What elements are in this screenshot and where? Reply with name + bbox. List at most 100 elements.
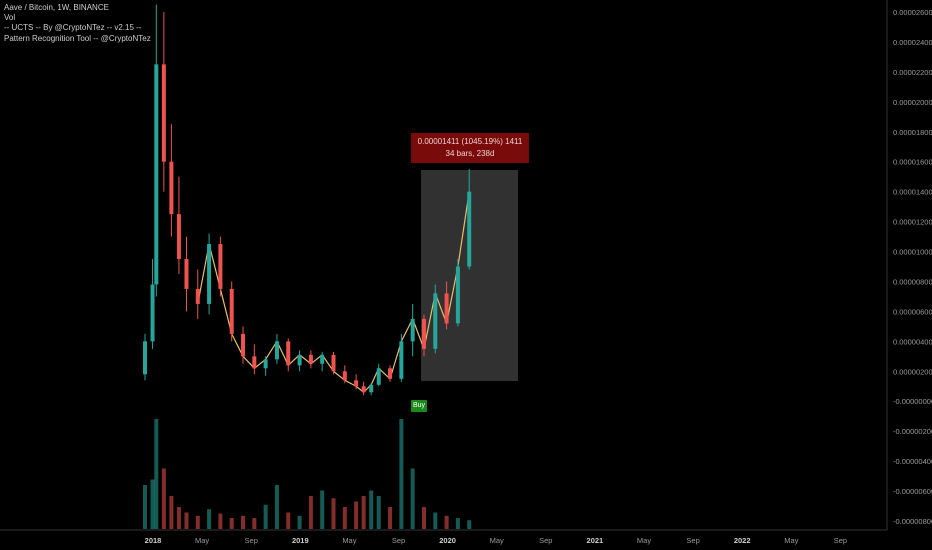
price-tick-label: 0.00000400 — [893, 337, 932, 346]
time-tick-label: 2021 — [587, 536, 604, 545]
price-tick-label: 0.00001200 — [893, 218, 932, 227]
ucts-indicator-label[interactable]: -- UCTS -- By @CryptoNTez -- v2.15 -- — [4, 23, 142, 33]
volume-bar — [320, 490, 325, 529]
price-tick-label: 0.00001000 — [893, 248, 932, 257]
volume-bar — [207, 509, 212, 529]
time-tick-label: 2020 — [439, 536, 456, 545]
price-tick-label: 0.00002200 — [893, 68, 932, 77]
time-tick-label: 2022 — [734, 536, 751, 545]
candle-body — [150, 284, 155, 342]
volume-indicator-label[interactable]: Vol — [4, 13, 16, 23]
volume-bar — [229, 518, 234, 529]
volume-bar — [421, 507, 426, 529]
candle-body — [297, 354, 302, 366]
candle-body — [229, 288, 234, 334]
volume-bar — [354, 501, 359, 529]
candle-body — [388, 368, 393, 379]
candle-body — [331, 354, 336, 372]
volume-bar — [444, 515, 449, 529]
volume-bar — [455, 518, 460, 529]
candle-body — [176, 214, 181, 260]
volume-bar — [274, 485, 279, 529]
volume-bar — [195, 515, 200, 529]
volume-bar — [150, 479, 155, 529]
time-tick-label: May — [342, 536, 356, 545]
volume-bar — [308, 496, 313, 529]
price-tick-label: 0.00001400 — [893, 188, 932, 197]
volume-bar — [176, 507, 181, 529]
candle-body — [444, 293, 449, 324]
price-tick-label: 0.00000200 — [893, 367, 932, 376]
candle-body — [274, 341, 279, 360]
volume-bar — [399, 419, 404, 529]
volume-bar — [252, 518, 257, 529]
price-tick-label: 0.00002600 — [893, 8, 932, 17]
price-tick-label: 0.00000600 — [893, 307, 932, 316]
candle-body — [376, 368, 381, 385]
candle-body — [207, 244, 212, 304]
candle-body — [184, 259, 189, 289]
candle-body — [467, 191, 472, 267]
volume-bar — [467, 520, 472, 529]
candle-body — [433, 293, 438, 349]
volume-bar — [154, 419, 159, 529]
candle-body — [455, 266, 460, 324]
time-axis[interactable]: 2018 May Sep 2019 May Sep 2020 May Sep 2021 May Sep… — [145, 536, 847, 545]
candle-body — [154, 64, 159, 285]
volume-bar — [286, 512, 291, 529]
time-tick-label: Sep — [392, 536, 405, 545]
price-tick-label: 0.00002400 — [893, 38, 932, 47]
buy-signal-badge: Buy — [411, 400, 427, 412]
price-axis[interactable]: 0.00002600 0.00002400 0.00002200 0.00002000… — [893, 8, 932, 526]
time-tick-label: May — [637, 536, 651, 545]
candle-body — [169, 161, 174, 215]
time-tick-label: May — [784, 536, 798, 545]
price-tick-label: -0.00000400 — [893, 457, 932, 466]
price-tick-label: -0.00000200 — [893, 427, 932, 436]
candle-body — [399, 341, 404, 379]
symbol-title[interactable]: Aave / Bitcoin, 1W, BINANCE — [4, 3, 109, 12]
price-tick-label: 0.00000800 — [893, 277, 932, 286]
time-tick-label: Sep — [245, 536, 258, 545]
candle-body — [252, 356, 257, 369]
candles-group — [143, 4, 472, 396]
measure-line-2: 34 bars, 238d — [445, 149, 495, 158]
volume-bar — [218, 513, 223, 529]
candle-body — [218, 244, 223, 289]
time-tick-label: Sep — [686, 536, 699, 545]
chart-legend: Aave / Bitcoin, 1W, BINANCE Vol -- UCTS … — [4, 3, 151, 44]
candle-body — [342, 371, 347, 381]
pattern-indicator-label[interactable]: Pattern Recognition Tool -- @CryptoNTez — [4, 33, 151, 43]
candle-body — [361, 386, 366, 393]
candle-body — [354, 380, 359, 387]
volume-bar — [361, 496, 366, 529]
price-tick-label: 0.00001800 — [893, 128, 932, 137]
price-tick-label: -0.00000600 — [893, 487, 932, 496]
time-tick-label: May — [490, 536, 504, 545]
candle-body — [143, 341, 147, 375]
candle-body — [241, 333, 246, 357]
volume-bar — [169, 496, 174, 529]
volume-bar — [342, 507, 347, 529]
volume-group — [143, 419, 472, 529]
price-tick-label: -0.00000000 — [893, 397, 932, 406]
candle-body — [421, 318, 426, 349]
volume-bar — [388, 507, 393, 529]
volume-bar — [263, 504, 268, 529]
candle-body — [369, 384, 374, 393]
measure-line-1: 0.00001411 (1045.19%) 1411 — [417, 137, 523, 146]
volume-bar — [369, 490, 374, 529]
candle-body — [195, 288, 200, 304]
candle-body — [161, 64, 166, 162]
candle-body — [320, 354, 325, 364]
price-tick-label: 0.00002000 — [893, 98, 932, 107]
measure-label: 0.00001411 (1045.19%) 1411 34 bars, 238d — [411, 133, 529, 163]
time-tick-label: 2019 — [292, 536, 309, 545]
candle-body — [263, 359, 268, 369]
volume-bar — [241, 515, 246, 529]
candle-body — [410, 318, 415, 342]
volume-bar — [161, 468, 166, 529]
volume-bar — [184, 512, 189, 529]
price-tick-label: 0.00001600 — [893, 158, 932, 167]
